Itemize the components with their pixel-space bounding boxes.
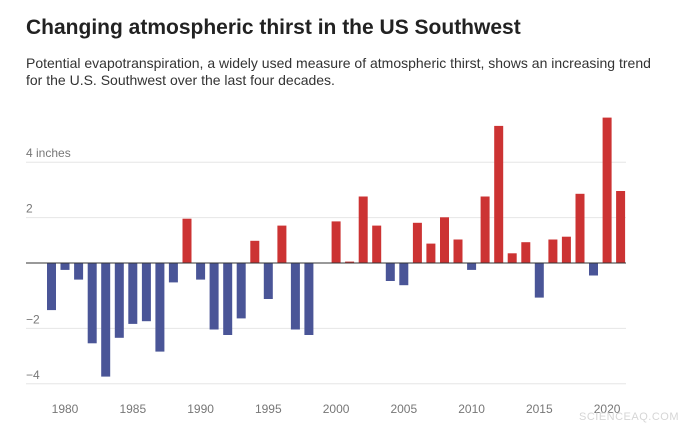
bar-1991 bbox=[209, 263, 219, 330]
bar-1993 bbox=[236, 263, 246, 319]
bar-2013 bbox=[507, 253, 517, 263]
tick-labels: 4 inches 2 −2 −4 1980 1985 1990 1995 2000 2005 201… bbox=[26, 146, 621, 416]
bar-2015 bbox=[534, 263, 544, 298]
chart-title: Changing atmospheric thirst in the US So… bbox=[26, 16, 521, 39]
bar-1987 bbox=[155, 263, 165, 352]
bar-2017 bbox=[561, 236, 571, 263]
bar-2018 bbox=[575, 193, 585, 264]
y-tick-label: −2 bbox=[26, 312, 40, 326]
bar-1992 bbox=[223, 263, 233, 335]
bar-2000 bbox=[331, 221, 341, 263]
bar-1988 bbox=[168, 263, 178, 283]
x-tick-label: 2005 bbox=[390, 402, 417, 416]
bar-1998 bbox=[304, 263, 314, 335]
bar-1995 bbox=[263, 263, 273, 299]
x-tick-label: 1985 bbox=[119, 402, 146, 416]
x-tick-label: 1980 bbox=[52, 402, 79, 416]
bar-1979 bbox=[47, 263, 56, 311]
bar-2019 bbox=[589, 263, 598, 276]
bar-2001 bbox=[345, 261, 355, 263]
bar-2016 bbox=[548, 239, 558, 263]
bar-2005 bbox=[399, 263, 409, 286]
bar-1990 bbox=[196, 263, 206, 280]
bar-2006 bbox=[412, 222, 422, 263]
bar-2009 bbox=[453, 239, 463, 263]
bar-2014 bbox=[521, 242, 531, 263]
bar-2004 bbox=[385, 263, 395, 281]
x-tick-label: 1995 bbox=[255, 402, 282, 416]
watermark: SCIENCEAQ.COM bbox=[578, 411, 679, 423]
gridlines bbox=[26, 161, 626, 385]
bar-2011 bbox=[480, 196, 490, 263]
x-tick-label: 2020 bbox=[594, 402, 621, 416]
bar-2021 bbox=[616, 191, 626, 263]
y-tick-label: 4 inches bbox=[26, 146, 71, 160]
bar-2007 bbox=[426, 243, 436, 263]
bars bbox=[47, 117, 626, 377]
bar-1984 bbox=[114, 263, 124, 338]
bar-2003 bbox=[372, 225, 382, 263]
x-tick-label: 1990 bbox=[187, 402, 214, 416]
bar-1994 bbox=[250, 240, 260, 263]
bar-2020 bbox=[602, 117, 612, 263]
bar-2002 bbox=[358, 196, 368, 263]
y-tick-label: 2 bbox=[26, 202, 33, 216]
bar-1997 bbox=[290, 263, 300, 330]
x-tick-label: 2015 bbox=[526, 402, 553, 416]
x-tick-label: 2000 bbox=[323, 402, 350, 416]
bar-2012 bbox=[494, 125, 504, 264]
bar-1986 bbox=[141, 263, 151, 322]
bar-1983 bbox=[101, 263, 111, 377]
bar-2010 bbox=[467, 263, 477, 270]
bar-2008 bbox=[440, 217, 449, 263]
y-tick-label: −4 bbox=[26, 368, 40, 382]
bar-1981 bbox=[74, 263, 84, 280]
bar-1989 bbox=[182, 218, 192, 263]
bar-1996 bbox=[277, 225, 287, 263]
x-tick-label: 2010 bbox=[458, 402, 485, 416]
bar-1980 bbox=[60, 263, 70, 270]
bar-1985 bbox=[128, 263, 138, 324]
chart-subtitle: Potential evapotranspiration, a widely u… bbox=[26, 55, 651, 88]
bar-1982 bbox=[87, 263, 97, 344]
